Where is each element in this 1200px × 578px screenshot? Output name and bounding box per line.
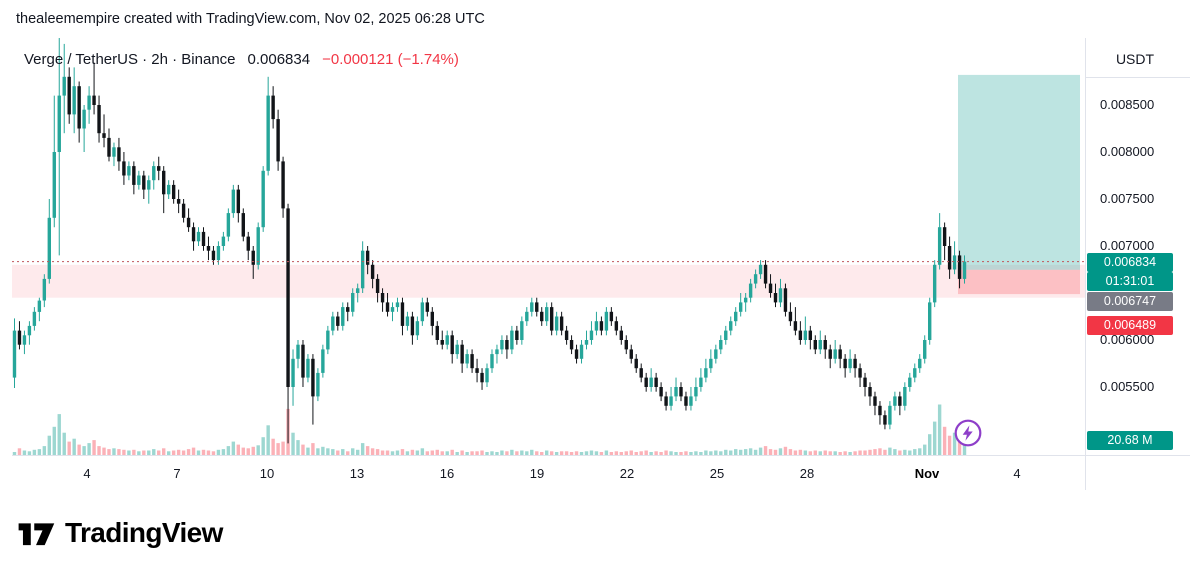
attribution-text: thealeemempire created with TradingView.… xyxy=(16,11,485,27)
position-entry-price-badge: 0.006747 xyxy=(1087,292,1173,311)
time-tick-label: 22 xyxy=(619,466,635,481)
flash-icon[interactable] xyxy=(953,418,983,448)
symbol-title[interactable]: Verge / TetherUS · 2h · Binance xyxy=(24,51,236,68)
time-tick-label: 4 xyxy=(1013,466,1021,481)
time-tick-label: Nov xyxy=(914,466,940,481)
tradingview-logo-text: TradingView xyxy=(65,517,223,548)
lightning-bolt-icon xyxy=(962,425,973,441)
price-tick-label: 0.008000 xyxy=(1100,144,1155,159)
price-tick-label: 0.006000 xyxy=(1100,332,1155,347)
time-tick-label: 28 xyxy=(799,466,815,481)
price-change-value: −0.000121 (−1.74%) xyxy=(322,51,459,68)
volume-value-badge: 20.68 M xyxy=(1087,431,1173,450)
price-tick-label: 0.007000 xyxy=(1100,238,1155,253)
price-tick-label: 0.007500 xyxy=(1100,191,1155,206)
bar-countdown-badge: 01:31:01 xyxy=(1087,272,1173,291)
price-tick-label: 0.005500 xyxy=(1100,379,1155,394)
time-tick-label: 16 xyxy=(439,466,455,481)
price-tick-label: 0.008500 xyxy=(1100,97,1155,112)
time-tick-label: 19 xyxy=(529,466,545,481)
time-tick-label: 13 xyxy=(349,466,365,481)
time-tick-label: 10 xyxy=(259,466,275,481)
tradingview-logo-icon xyxy=(18,523,55,546)
tradingview-logo[interactable]: TradingView xyxy=(16,513,223,553)
time-tick-label: 7 xyxy=(173,466,181,481)
time-tick-label: 4 xyxy=(83,466,91,481)
currency-label: USDT xyxy=(1115,51,1155,67)
chart-header: Verge / TetherUS · 2h · Binance 0.006834… xyxy=(24,51,459,68)
last-price-value: 0.006834 xyxy=(247,51,311,68)
last-price-badge: 0.006834 xyxy=(1087,253,1173,272)
time-tick-label: 25 xyxy=(709,466,725,481)
position-stop-price-badge: 0.006489 xyxy=(1087,316,1173,335)
